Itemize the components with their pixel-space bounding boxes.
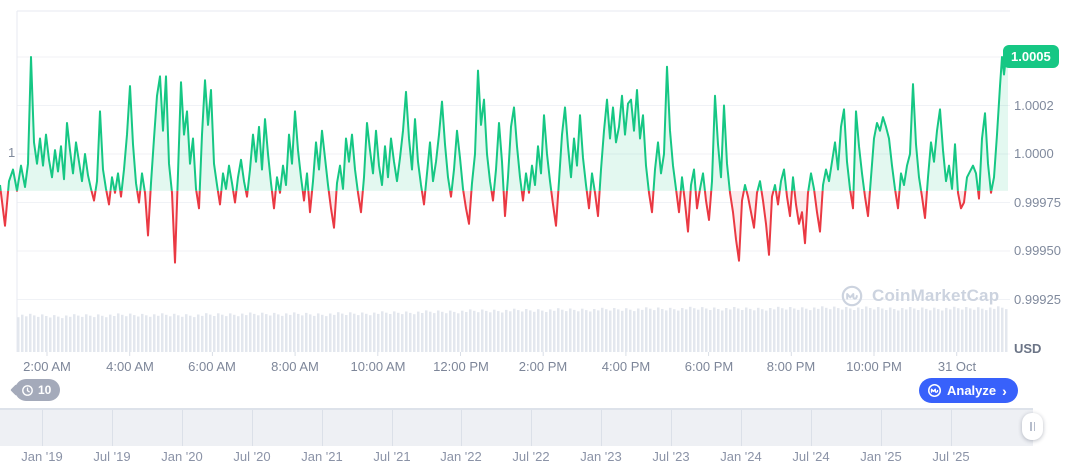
slider-tick-separator bbox=[461, 410, 462, 446]
y-axis-tick-label: 1.0002 bbox=[1014, 98, 1054, 113]
x-axis-time-label: 10:00 PM bbox=[846, 359, 902, 374]
x-axis-time-label: 12:00 PM bbox=[433, 359, 489, 374]
range-slider-handle[interactable] bbox=[1022, 413, 1043, 440]
x-axis-time-label: 8:00 PM bbox=[766, 359, 816, 374]
analyze-label: Analyze bbox=[947, 383, 997, 398]
coinmarketcap-logo-icon bbox=[840, 284, 864, 308]
slider-date-label: Jan '21 bbox=[301, 449, 343, 464]
slider-tick-separator bbox=[601, 410, 602, 446]
y-axis-tick-label: 1.0000 bbox=[1014, 146, 1054, 161]
x-axis-time-label: 31 Oct bbox=[937, 359, 977, 374]
slider-tick-separator bbox=[182, 410, 183, 446]
analyze-button[interactable]: Analyze › bbox=[919, 378, 1018, 403]
slider-date-label: Jan '22 bbox=[440, 449, 482, 464]
history-count: 10 bbox=[38, 383, 52, 397]
current-price-badge: 1.0005 bbox=[1003, 45, 1059, 68]
slider-date-label: Jan '24 bbox=[720, 449, 762, 464]
x-axis-time-label: 10:00 AM bbox=[350, 359, 406, 374]
watermark-text: CoinMarketCap bbox=[872, 286, 1000, 305]
x-axis-time-label: 2:00 PM bbox=[518, 359, 568, 374]
slider-tick-separator bbox=[671, 410, 672, 446]
slider-date-label: Jul '25 bbox=[932, 449, 970, 464]
y-axis-tick-label: 0.99975 bbox=[1014, 195, 1061, 210]
slider-tick-separator bbox=[392, 410, 393, 446]
y-axis-tick-label: 0.99925 bbox=[1014, 292, 1061, 307]
slider-tick-separator bbox=[42, 410, 43, 446]
clock-history-icon bbox=[21, 384, 34, 397]
slider-tick-separator bbox=[741, 410, 742, 446]
x-axis-time-label: 8:00 AM bbox=[271, 359, 319, 374]
slider-tick-separator bbox=[881, 410, 882, 446]
date-range-slider[interactable] bbox=[0, 408, 1033, 446]
slider-tick-separator bbox=[252, 410, 253, 446]
currency-label: USD bbox=[1014, 341, 1042, 356]
chevron-right-icon: › bbox=[1002, 382, 1007, 399]
slider-date-label: Jul '23 bbox=[652, 449, 690, 464]
history-badge[interactable]: 10 bbox=[15, 379, 61, 401]
slider-date-label: Jul '22 bbox=[512, 449, 550, 464]
slider-tick-separator bbox=[112, 410, 113, 446]
x-axis-time-label: 6:00 AM bbox=[188, 359, 236, 374]
left-axis-label: 1 bbox=[8, 145, 16, 160]
slider-date-label: Jul '21 bbox=[373, 449, 411, 464]
price-line-chart[interactable] bbox=[0, 0, 1010, 357]
x-axis-time-label: 6:00 PM bbox=[684, 359, 734, 374]
slider-date-label: Jul '24 bbox=[792, 449, 830, 464]
x-axis-time-label: 4:00 PM bbox=[601, 359, 651, 374]
slider-date-label: Jul '19 bbox=[93, 449, 131, 464]
slider-tick-separator bbox=[811, 410, 812, 446]
slider-date-label: Jan '20 bbox=[161, 449, 203, 464]
slider-tick-separator bbox=[951, 410, 952, 446]
slider-tick-separator bbox=[531, 410, 532, 446]
slider-tick-separator bbox=[322, 410, 323, 446]
y-axis-tick-label: 0.99950 bbox=[1014, 243, 1061, 258]
x-axis-time-label: 2:00 AM bbox=[23, 359, 71, 374]
slider-date-label: Jan '25 bbox=[860, 449, 902, 464]
slider-date-label: Jan '23 bbox=[580, 449, 622, 464]
slider-date-label: Jan '19 bbox=[21, 449, 63, 464]
x-axis-time-label: 4:00 AM bbox=[106, 359, 154, 374]
slider-date-label: Jul '20 bbox=[233, 449, 271, 464]
grip-icon bbox=[1030, 422, 1032, 431]
watermark: CoinMarketCap bbox=[840, 284, 999, 308]
coinmarketcap-mark-icon bbox=[927, 383, 942, 398]
